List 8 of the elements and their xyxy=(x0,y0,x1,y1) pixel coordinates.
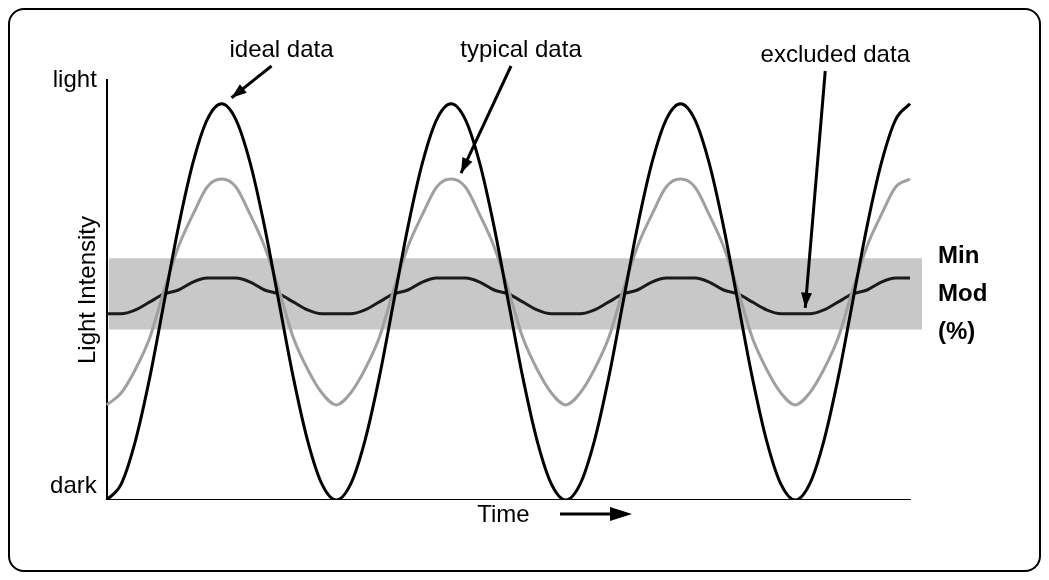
band-label: Min Mod (%) xyxy=(938,240,988,344)
text: light xyxy=(52,64,98,92)
text: typical data xyxy=(460,34,583,62)
text: dark xyxy=(50,470,98,498)
y-axis-title: Light Intensity xyxy=(73,215,101,365)
x-axis-title: Time xyxy=(477,500,530,528)
text: excluded data xyxy=(760,39,911,67)
series-label: ideal data xyxy=(229,34,335,62)
